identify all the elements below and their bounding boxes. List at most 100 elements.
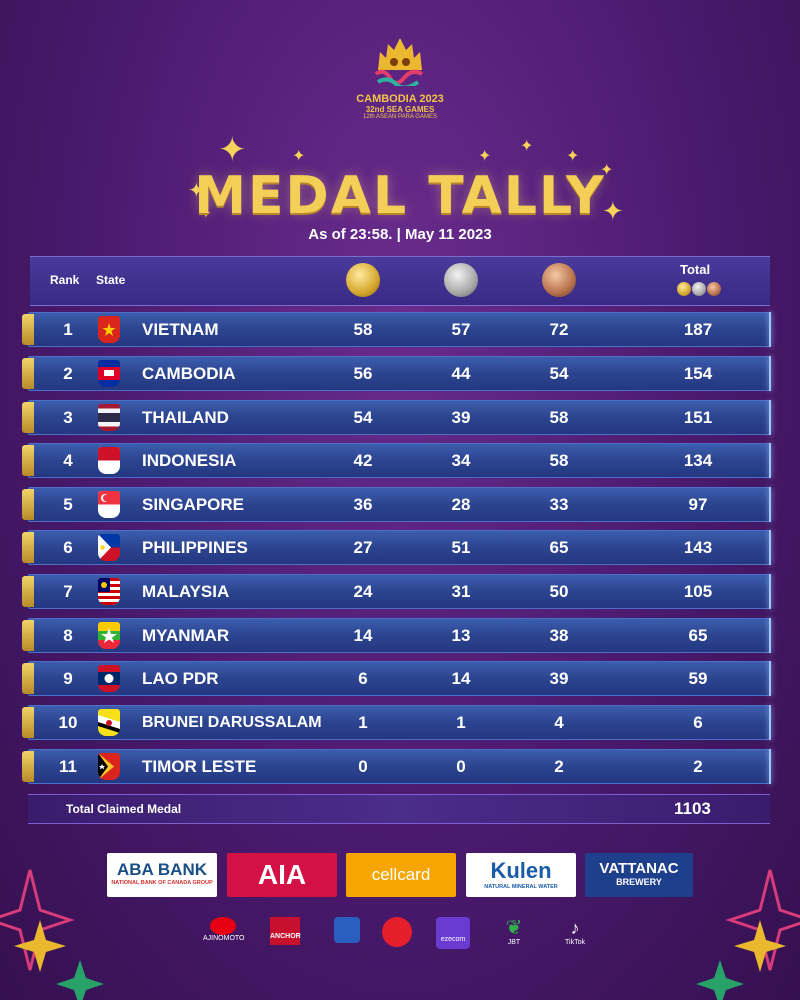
bronze-count: 33 xyxy=(549,495,569,514)
gold-count: 27 xyxy=(353,538,373,557)
page-title: MEDAL TALLY xyxy=(194,166,606,226)
logo-line1: CAMBODIA 2023 xyxy=(356,93,444,105)
rank-cell: 11 xyxy=(59,757,77,776)
country-name: MALAYSIA xyxy=(142,582,230,601)
total-count: 187 xyxy=(683,320,713,339)
rank-cell: 6 xyxy=(63,538,73,557)
state-header: State xyxy=(96,273,126,287)
silver-count: 13 xyxy=(451,626,471,645)
silver-count: 34 xyxy=(451,451,471,470)
coca-cola-logo xyxy=(377,917,417,953)
country-name: THAILAND xyxy=(142,408,229,427)
bronze-count: 2 xyxy=(554,757,564,776)
gold-count: 1 xyxy=(358,713,368,732)
gold-count: 58 xyxy=(353,320,373,339)
kulen-logo: Kulen NATURAL MINERAL WATER xyxy=(466,853,576,897)
table-header xyxy=(30,256,770,306)
sparkle-icon: ✦ xyxy=(520,138,534,155)
sparkle-icon: ✦ xyxy=(188,180,205,202)
silver-medal-icon xyxy=(444,263,478,297)
table-row: 8 MYANMAR 14 13 38 65 xyxy=(22,618,771,653)
table-row: 3 THAILAND 54 39 58 151 xyxy=(22,400,771,435)
gold-count: 0 xyxy=(358,757,368,776)
rank-cell: 1 xyxy=(63,320,73,339)
kulen-subtitle: NATURAL MINERAL WATER xyxy=(484,884,558,890)
rank-header: Rank xyxy=(50,273,80,287)
gold-medal-icon xyxy=(346,263,380,297)
table-row: 1 VIETNAM 58 57 72 187 xyxy=(22,312,771,347)
table-row: 7 MALAYSIA 24 31 50 105 xyxy=(22,574,771,609)
myanmar-flag-icon xyxy=(98,622,120,649)
silver-count: 44 xyxy=(451,364,471,383)
laos-flag-icon xyxy=(98,665,120,692)
table-row: 4 INDONESIA 42 34 58 134 xyxy=(22,443,771,478)
table-row: 6 PHILIPPINES 27 51 65 143 xyxy=(22,530,771,565)
ajinomoto-logo: AJINOMOTO xyxy=(203,917,244,953)
singapore-flag-icon xyxy=(98,491,120,518)
malaysia-flag-icon xyxy=(98,578,120,605)
gold-count: 36 xyxy=(353,495,373,514)
vattanac-subtitle: BREWERY xyxy=(616,877,662,887)
decorative-corner-pattern xyxy=(0,869,104,1000)
plant-icon: ❦ xyxy=(505,917,523,939)
vietnam-flag-icon xyxy=(98,316,120,343)
aia-logo: AIA xyxy=(227,853,337,897)
bronze-count: 65 xyxy=(549,538,569,557)
table-row: 2 CAMBODIA 56 44 54 154 xyxy=(22,356,771,391)
total-count: 65 xyxy=(688,626,708,645)
vattanac-logo: VATTANAC BREWERY xyxy=(585,853,693,897)
rank-cell: 4 xyxy=(63,451,73,470)
silver-count: 39 xyxy=(451,408,471,427)
gold-medal-icon xyxy=(677,282,691,296)
silver-medal-icon xyxy=(692,282,706,296)
logo-line3: 12th ASEAN PARA GAMES xyxy=(363,114,437,120)
thailand-flag-icon xyxy=(98,404,120,431)
total-count: 97 xyxy=(688,495,708,514)
bronze-count: 58 xyxy=(549,408,569,427)
country-name: BRUNEI DARUSSALAM xyxy=(142,714,322,731)
brunei-flag-icon xyxy=(98,709,120,736)
rank-cell: 5 xyxy=(63,495,73,514)
country-name: INDONESIA xyxy=(142,451,237,470)
silver-count: 14 xyxy=(451,669,471,688)
decorative-corner-pattern xyxy=(696,869,800,1000)
rank-cell: 8 xyxy=(63,626,73,645)
sparkle-icon: ✦ xyxy=(566,148,580,165)
music-note-icon: ♪ xyxy=(570,918,580,938)
aba-bank-subtitle: NATIONAL BANK OF CANADA GROUP xyxy=(111,880,213,886)
sparkle-icon: ✦ xyxy=(218,131,247,169)
bronze-count: 4 xyxy=(554,713,564,732)
tiktok-logo: ♪ TikTok xyxy=(555,917,595,953)
aba-bank-name: ABA BANK xyxy=(116,860,208,879)
total-count: 59 xyxy=(688,669,708,688)
country-name: MYANMAR xyxy=(142,626,230,645)
ministry-logo xyxy=(327,917,367,953)
table-row: 5 SINGAPORE 36 28 33 97 xyxy=(22,487,771,522)
vattanac-name: VATTANAC xyxy=(599,860,679,877)
country-name: VIETNAM xyxy=(142,320,219,339)
indonesia-flag-icon xyxy=(98,447,120,474)
country-name: CAMBODIA xyxy=(142,364,236,383)
silver-count: 0 xyxy=(456,757,466,776)
anchor-logo: ANCHOR xyxy=(265,917,305,953)
rank-cell: 2 xyxy=(63,364,73,383)
total-claimed-label: Total Claimed Medal xyxy=(66,802,182,816)
rank-cell: 3 xyxy=(63,408,73,427)
sparkle-icon: ✦ xyxy=(200,205,212,221)
bronze-count: 58 xyxy=(549,451,569,470)
angkor-crown-icon xyxy=(374,38,424,90)
bronze-count: 38 xyxy=(549,626,569,645)
total-claimed-value: 1103 xyxy=(674,799,711,818)
sparkle-icon: ✦ xyxy=(478,148,492,165)
bronze-count: 50 xyxy=(549,582,569,601)
bronze-medal-icon xyxy=(542,263,576,297)
ezecom-logo: ezecom xyxy=(433,917,473,953)
silver-count: 51 xyxy=(451,538,471,557)
table-row: 10 BRUNEI DARUSSALAM 1 1 4 6 xyxy=(22,705,771,740)
rank-cell: 10 xyxy=(58,713,78,732)
gold-count: 14 xyxy=(353,626,373,645)
gold-count: 42 xyxy=(353,451,373,470)
silver-count: 57 xyxy=(451,320,471,339)
silver-count: 31 xyxy=(451,582,471,601)
table-row: 9 LAO PDR 6 14 39 59 xyxy=(22,661,771,696)
